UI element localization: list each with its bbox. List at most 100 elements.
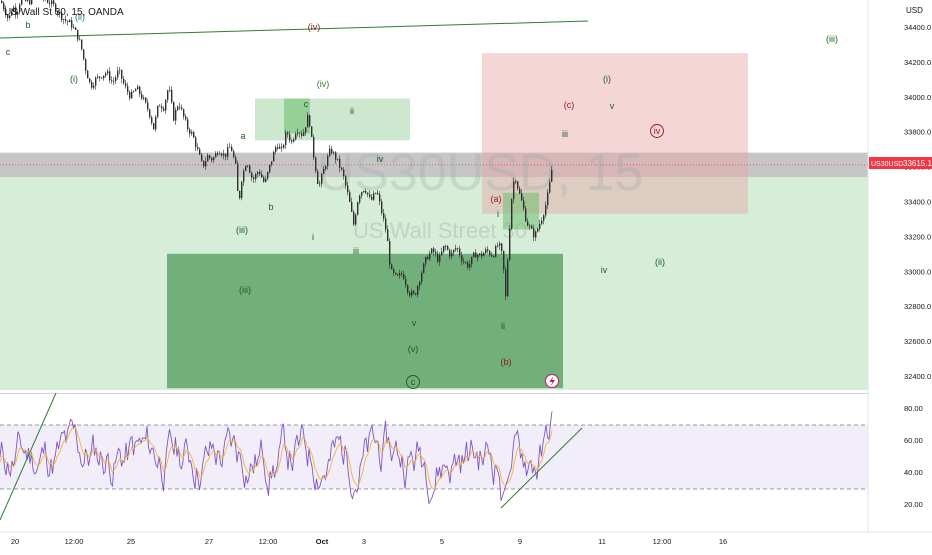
wave-label[interactable]: i bbox=[312, 232, 314, 242]
watermark-name: US Wall Street 30 bbox=[353, 218, 527, 243]
candle-body bbox=[203, 161, 204, 167]
wave-label[interactable]: ii bbox=[350, 106, 354, 116]
candle-body bbox=[353, 212, 354, 225]
wave-label[interactable]: v bbox=[610, 101, 615, 111]
candle-body bbox=[493, 256, 494, 257]
candle-body bbox=[113, 81, 114, 82]
wave-label[interactable]: (i) bbox=[603, 74, 611, 84]
candle-body bbox=[99, 76, 100, 77]
candle-body bbox=[239, 191, 240, 198]
wave-label[interactable]: (iv) bbox=[317, 79, 330, 89]
candle-body bbox=[475, 253, 476, 258]
wave-label[interactable]: b bbox=[25, 20, 30, 30]
candle-body bbox=[359, 196, 360, 203]
candle-body bbox=[545, 205, 546, 215]
price-tick-label: 34200.0 bbox=[904, 58, 931, 67]
wave-label[interactable]: c bbox=[411, 377, 416, 387]
candle-body bbox=[31, 0, 32, 4]
candle-body bbox=[425, 257, 426, 264]
candle-body bbox=[53, 0, 54, 4]
candle-body bbox=[479, 254, 480, 255]
candle-body bbox=[535, 232, 536, 238]
wave-label[interactable]: a bbox=[240, 131, 245, 141]
candle-body bbox=[195, 138, 196, 148]
wave-iv-box[interactable] bbox=[255, 99, 410, 141]
candle-body bbox=[369, 194, 370, 196]
wave-label[interactable]: c bbox=[6, 47, 11, 57]
candle-body bbox=[521, 193, 522, 200]
rsi-tick-label: 60.00 bbox=[904, 436, 923, 445]
candle-body bbox=[281, 147, 282, 148]
wave-label[interactable]: iii bbox=[353, 246, 359, 256]
candle-body bbox=[181, 107, 182, 109]
lightning-icon[interactable] bbox=[546, 375, 559, 388]
wave-label[interactable]: v bbox=[412, 318, 417, 328]
candle-body bbox=[97, 76, 98, 77]
candle-body bbox=[117, 71, 118, 78]
wave-label[interactable]: (c) bbox=[564, 100, 575, 110]
candle-body bbox=[67, 21, 68, 22]
candle-body bbox=[337, 159, 338, 160]
wave-label[interactable]: (a) bbox=[491, 194, 502, 204]
candle-body bbox=[357, 202, 358, 215]
candle-body bbox=[455, 248, 456, 250]
last-price-tag[interactable]: US30USD 33615.1 bbox=[869, 157, 932, 169]
candle-body bbox=[467, 263, 468, 268]
wave-label[interactable]: iv bbox=[654, 126, 661, 136]
candle-body bbox=[179, 107, 180, 108]
wave-label[interactable]: iv bbox=[377, 154, 384, 164]
wave-label[interactable]: (iv) bbox=[308, 22, 321, 32]
candle-body bbox=[463, 261, 464, 262]
candle-body bbox=[501, 243, 502, 250]
wave-label[interactable]: (b) bbox=[501, 357, 512, 367]
wave-label[interactable]: ii bbox=[501, 321, 505, 331]
candle-body bbox=[461, 255, 462, 261]
wave-label[interactable]: (iii) bbox=[239, 285, 251, 295]
candle-body bbox=[207, 155, 208, 161]
candle-body bbox=[295, 134, 296, 140]
wave-label[interactable]: i bbox=[497, 209, 499, 219]
candle-body bbox=[381, 202, 382, 213]
currency-label: USD bbox=[906, 6, 923, 15]
price-axis[interactable]: USD 34400.034200.034000.033800.033600.03… bbox=[868, 0, 932, 532]
wave-label[interactable]: iv bbox=[601, 265, 608, 275]
candle-body bbox=[159, 106, 160, 107]
wave-label[interactable]: c bbox=[304, 99, 309, 109]
candle-body bbox=[351, 202, 352, 212]
candle-body bbox=[527, 221, 528, 225]
candle-body bbox=[77, 30, 78, 40]
candle-body bbox=[423, 263, 424, 272]
candle-body bbox=[309, 115, 310, 126]
candle-body bbox=[139, 87, 140, 94]
wave-label[interactable]: iii bbox=[562, 129, 568, 139]
candle-body bbox=[433, 249, 434, 252]
candle-body bbox=[289, 134, 290, 140]
time-tick-label: 25 bbox=[127, 537, 135, 546]
candle-body bbox=[1, 1, 2, 3]
wave-label[interactable]: (iii) bbox=[236, 225, 248, 235]
candle-body bbox=[551, 170, 552, 182]
candle-body bbox=[283, 145, 284, 148]
wave-label[interactable]: (iii) bbox=[826, 34, 838, 44]
wave-label[interactable]: (v) bbox=[408, 344, 419, 354]
candle-body bbox=[513, 182, 514, 199]
candle-body bbox=[209, 155, 210, 157]
candle-body bbox=[25, 0, 26, 1]
candle-body bbox=[419, 282, 420, 286]
candle-body bbox=[265, 179, 266, 182]
candle-body bbox=[187, 119, 188, 129]
candle-body bbox=[201, 155, 202, 161]
candle-body bbox=[487, 249, 488, 251]
wave-label[interactable]: (ii) bbox=[655, 257, 665, 267]
candle-body bbox=[497, 246, 498, 247]
candle-body bbox=[363, 191, 364, 192]
candle-body bbox=[365, 191, 366, 193]
candle-body bbox=[271, 161, 272, 164]
symbol-header[interactable]: US Wall St 30, 15, OANDA bbox=[4, 7, 124, 18]
wave-label[interactable]: (i) bbox=[70, 74, 78, 84]
candle-body bbox=[393, 269, 394, 273]
candle-body bbox=[447, 246, 448, 250]
wave-label[interactable]: b bbox=[268, 202, 273, 212]
candle-body bbox=[121, 70, 122, 79]
